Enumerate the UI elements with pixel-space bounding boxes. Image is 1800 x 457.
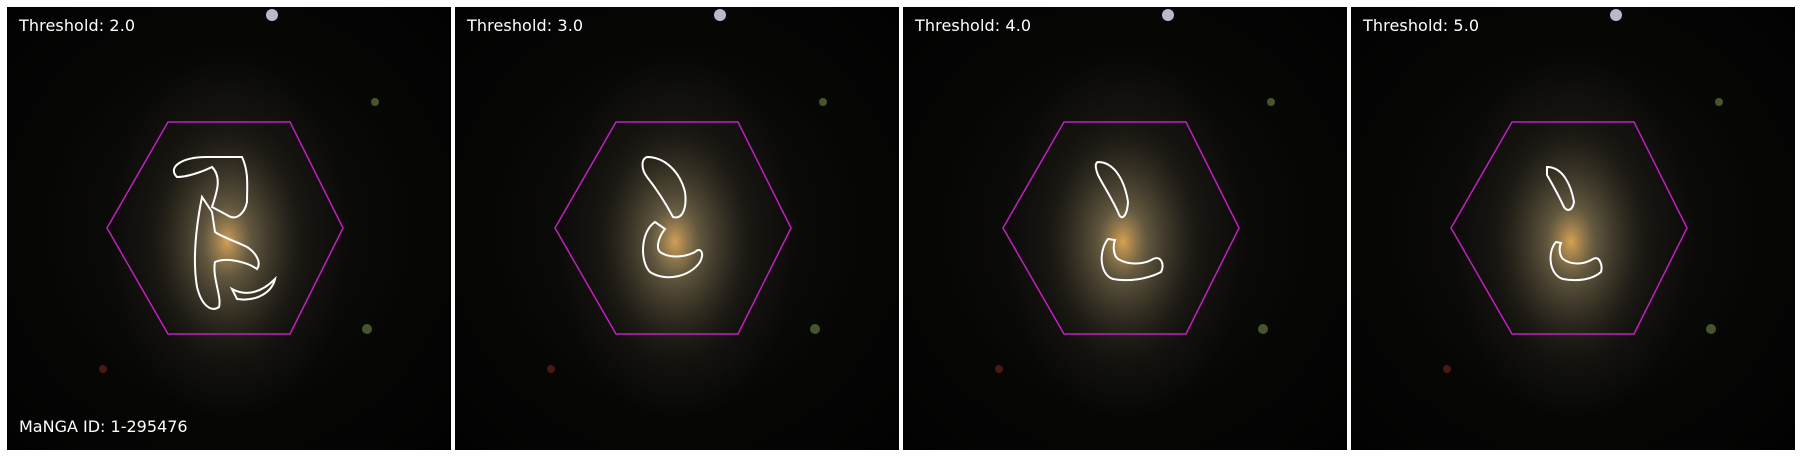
galaxy-image (99, 9, 379, 382)
star (810, 324, 820, 334)
threshold-label: Threshold: 2.0 (19, 16, 136, 35)
contour (641, 155, 704, 279)
star (1610, 9, 1622, 21)
star (1715, 98, 1723, 106)
threshold-label: Threshold: 4.0 (915, 16, 1032, 35)
star (547, 365, 555, 373)
contour (1546, 165, 1603, 282)
star (362, 324, 372, 334)
star (1267, 98, 1275, 106)
galaxy-image (995, 9, 1275, 382)
star (1443, 365, 1451, 373)
star (1162, 9, 1174, 21)
threshold-label: Threshold: 3.0 (467, 16, 584, 35)
galaxy (1476, 102, 1666, 382)
galaxy (580, 102, 770, 382)
threshold-label: Threshold: 5.0 (1363, 16, 1480, 35)
contour (1094, 160, 1164, 282)
star (819, 98, 827, 106)
star (371, 98, 379, 106)
ifu-hexagon (1002, 121, 1240, 335)
ifu-hexagon (106, 121, 344, 335)
galaxy (1028, 102, 1218, 382)
galaxy-image (1443, 9, 1723, 382)
galaxy-image (547, 9, 827, 382)
image-panel-threshold-4: Threshold: 4.0 (903, 7, 1347, 450)
image-panel-threshold-3: Threshold: 3.0 (455, 7, 899, 450)
ifu-hexagon (554, 121, 792, 335)
star (714, 9, 726, 21)
galaxy-id-label: MaNGA ID: 1-295476 (19, 417, 188, 436)
ifu-hexagon (1450, 121, 1688, 335)
star (266, 9, 278, 21)
star (1258, 324, 1268, 334)
star (995, 365, 1003, 373)
galaxy (132, 102, 322, 382)
image-panel-threshold-2: Threshold: 2.0 MaNGA ID: 1-295476 (7, 7, 451, 450)
image-panel-threshold-5: Threshold: 5.0 (1351, 7, 1795, 450)
star (99, 365, 107, 373)
contour (172, 156, 277, 310)
star (1706, 324, 1716, 334)
